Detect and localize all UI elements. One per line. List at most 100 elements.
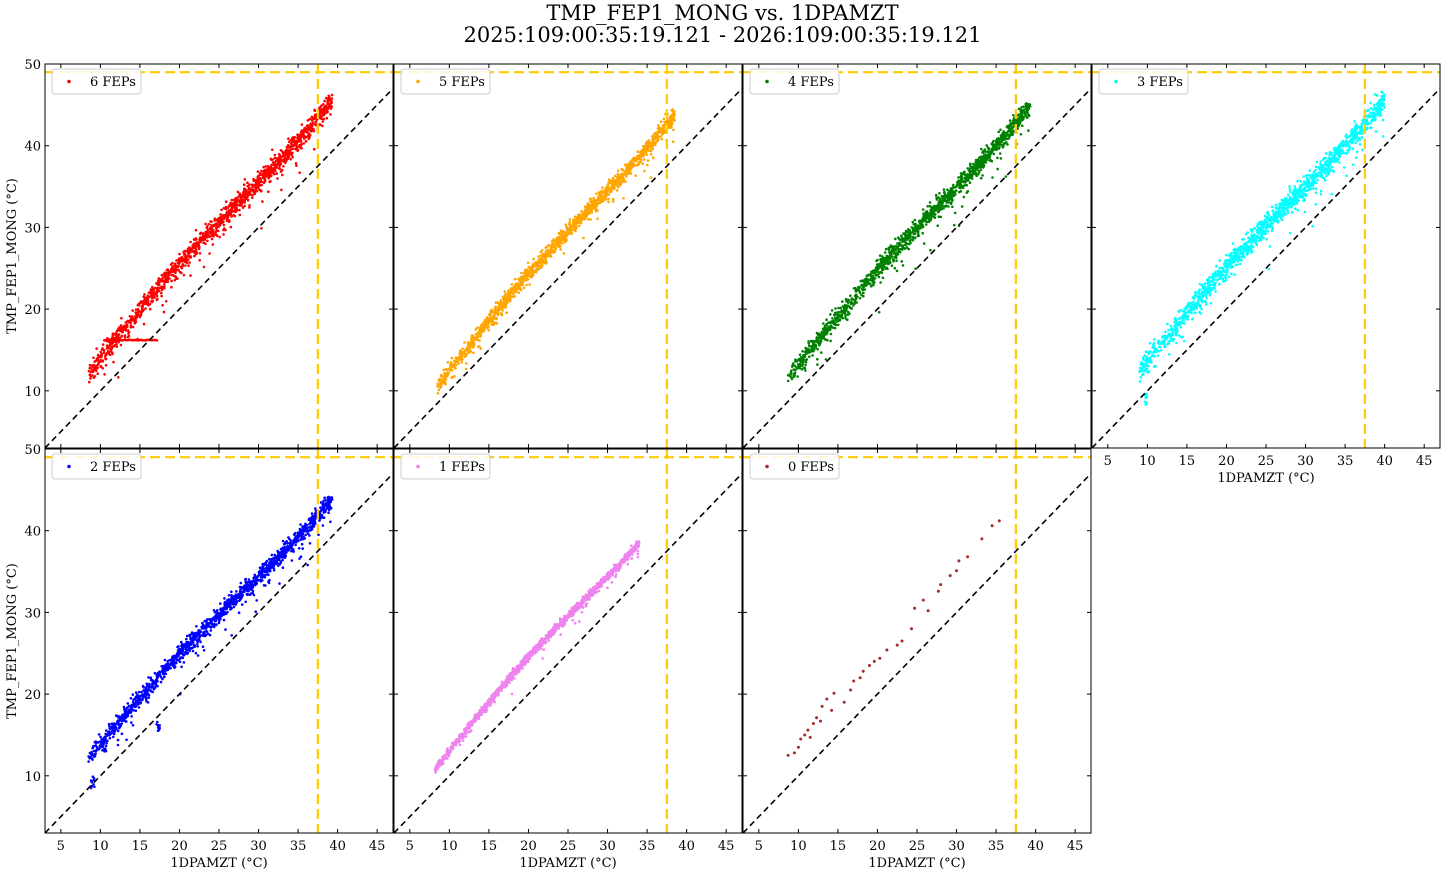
data-point [290,153,294,157]
data-point [513,283,517,287]
data-point [941,195,945,198]
data-point [913,226,916,230]
data-point [594,209,598,213]
data-point [460,361,463,364]
data-point [242,191,245,195]
data-point [230,207,234,211]
data-point [108,340,111,344]
data-point [848,305,851,308]
data-point [536,261,540,264]
data-point [564,223,568,226]
data-point [1191,317,1194,321]
data-point [313,108,316,112]
data-point [1332,170,1335,173]
data-point [598,192,601,196]
data-point [299,143,303,147]
data-point [119,324,123,327]
data-point [972,165,975,169]
data-point [890,250,893,253]
data-point [97,359,101,363]
data-point [141,304,144,307]
data-point [1328,159,1331,162]
data-point [439,381,442,385]
data-point [989,158,992,162]
data-point [800,364,804,368]
data-point [641,152,644,155]
data-point [251,193,254,197]
data-point [634,174,637,177]
data-point [979,168,983,172]
data-point [870,274,873,277]
data-point [202,265,206,269]
data-point [910,226,914,229]
data-point [555,238,558,242]
data-point [283,157,287,160]
data-point [465,362,468,365]
data-point [884,247,888,251]
data-point [912,232,915,236]
data-point [1369,101,1372,105]
data-point [652,156,655,159]
data-point [449,368,453,372]
data-point [553,242,556,245]
data-point [170,279,173,283]
data-point [604,198,608,201]
data-point [303,136,306,139]
data-point [306,124,310,127]
data-point [141,308,144,311]
data-point [1211,272,1215,276]
data-point [639,160,642,163]
data-point [1012,125,1015,128]
data-point [600,194,604,198]
data-point [804,363,807,367]
data-point [506,295,510,299]
data-point [238,213,242,217]
data-point [1166,322,1169,326]
data-point [811,346,815,350]
data-point [1026,111,1029,115]
data-point [260,180,264,184]
data-point [971,162,975,166]
data-point [966,190,970,193]
data-point [446,372,450,376]
data-point [945,200,949,204]
data-point [267,190,270,193]
data-point [946,198,950,201]
data-point [991,141,994,144]
data-point [1012,120,1016,123]
data-point [1314,168,1317,172]
data-point [921,220,924,223]
data-point [525,278,528,281]
data-point [605,192,608,196]
data-point [128,321,131,324]
data-point [1294,207,1297,210]
data-point [862,291,865,295]
data-point [525,273,529,277]
data-point [280,188,283,192]
data-point [836,315,839,318]
data-point [974,158,978,162]
data-point [961,172,964,175]
data-point [483,328,486,331]
data-point [474,328,478,331]
data-point [126,335,130,339]
data-point [273,153,277,157]
data-point [663,120,666,124]
data-point [828,328,832,332]
data-point [997,142,1001,146]
data-point [168,277,171,280]
data-point [99,350,102,354]
data-point [161,303,164,307]
data-point [273,169,277,173]
data-point [964,178,968,181]
data-point [522,278,525,282]
data-point [222,227,226,230]
data-point [546,245,549,248]
data-point [879,257,883,261]
data-point [509,295,513,298]
data-point [220,208,223,212]
data-point [87,369,91,373]
data-point [552,245,555,248]
data-point [646,163,649,167]
data-point [611,178,614,182]
